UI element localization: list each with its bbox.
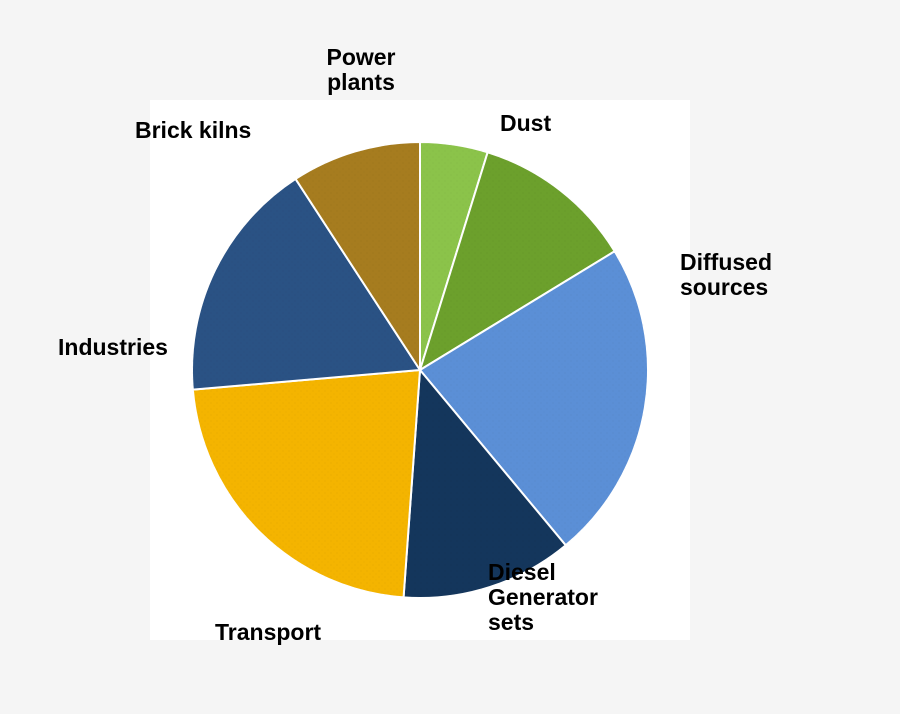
category-label-diffused_sources: Diffusedsources xyxy=(680,250,830,300)
category-label-brick_kilns: Brick kilns xyxy=(135,118,295,143)
chart-canvas: 4.8%11.5%22.7%12.2%22.5%17.2%9.2%Powerpl… xyxy=(0,0,900,714)
category-label-diesel_generator: DieselGeneratorsets xyxy=(488,560,688,634)
category-label-industries: Industries xyxy=(58,335,198,360)
category-label-transport: Transport xyxy=(215,620,375,645)
pie-slice-texture xyxy=(193,370,420,597)
category-label-power_plants: Powerplants xyxy=(297,45,425,95)
category-label-dust: Dust xyxy=(500,111,590,136)
